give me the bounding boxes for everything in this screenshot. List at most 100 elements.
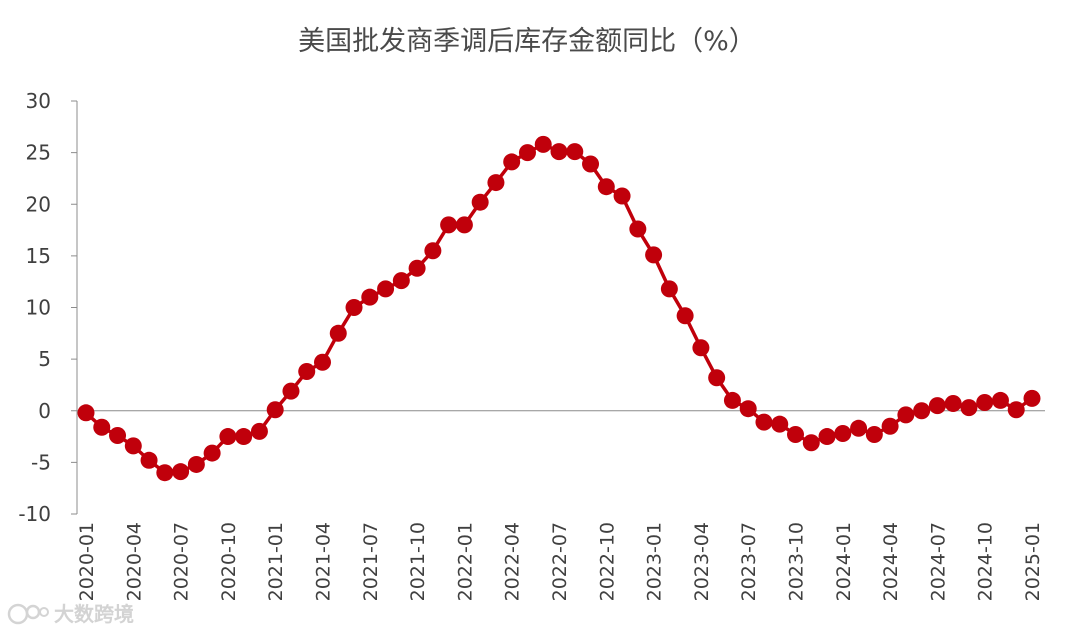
data-point <box>613 187 631 205</box>
data-point <box>708 369 726 387</box>
data-point <box>219 428 237 446</box>
data-point <box>124 437 142 455</box>
x-tick-label: 2021-01 <box>265 522 287 601</box>
x-tick-label: 2020-10 <box>218 522 240 601</box>
data-point <box>77 404 95 422</box>
data-point <box>109 427 127 445</box>
x-tick-label: 2024-07 <box>927 522 949 601</box>
data-point <box>976 393 994 411</box>
data-point <box>282 382 300 400</box>
y-axis: -10 -5 0 5 10 15 20 25 30 <box>18 89 78 526</box>
data-point <box>140 451 158 469</box>
data-point <box>266 401 284 419</box>
y-tick-label: 30 <box>26 89 51 113</box>
x-tick-label: 2022-07 <box>549 522 571 601</box>
data-point <box>329 324 347 342</box>
data-point <box>771 415 789 433</box>
data-point <box>597 178 615 196</box>
data-point <box>314 353 331 371</box>
x-tick-label: 2023-01 <box>644 522 666 601</box>
data-point <box>897 406 915 424</box>
y-tick-label: 20 <box>26 192 51 216</box>
x-tick-label: 2021-04 <box>313 522 335 601</box>
x-tick-label: 2024-04 <box>880 522 902 601</box>
data-point <box>534 135 552 153</box>
data-point <box>645 246 663 264</box>
chart-title: 美国批发商季调后库存金额同比（%） <box>298 26 756 57</box>
data-point <box>250 422 268 440</box>
data-point <box>834 424 852 442</box>
y-tick-label: -10 <box>18 502 51 526</box>
data-point <box>408 259 426 277</box>
x-tick-label: 2023-07 <box>738 522 760 601</box>
data-point <box>739 400 757 418</box>
data-point <box>471 193 489 211</box>
data-point <box>298 363 316 381</box>
x-tick-label: 2023-04 <box>691 522 713 601</box>
x-tick-label: 2022-04 <box>502 522 524 601</box>
data-point <box>93 418 111 436</box>
data-point <box>865 426 883 443</box>
data-point <box>235 428 253 446</box>
data-point <box>392 272 410 290</box>
x-tick-label: 2024-10 <box>975 522 997 601</box>
y-tick-label: -5 <box>31 450 51 474</box>
y-tick-label: 10 <box>26 296 51 320</box>
data-point <box>361 288 379 306</box>
watermark-logo-icon <box>7 603 49 625</box>
data-point <box>991 391 1009 409</box>
y-tick-label: 25 <box>26 141 51 165</box>
data-point <box>518 144 536 162</box>
x-axis: 2020-01 2020-04 2020-07 2020-10 2021-01 2021-… <box>76 410 1045 601</box>
data-point <box>487 174 505 192</box>
y-tick-label: 15 <box>26 244 51 268</box>
y-tick-label: 5 <box>38 347 51 371</box>
y-tick-label: 0 <box>38 399 51 423</box>
data-point <box>455 216 473 234</box>
data-point <box>377 280 395 298</box>
series-points-group <box>77 135 1041 482</box>
data-point <box>818 428 836 446</box>
data-point <box>692 339 710 357</box>
data-point <box>960 399 978 417</box>
x-tick-label: 2022-10 <box>596 522 618 601</box>
data-point <box>787 426 804 443</box>
data-point <box>850 419 868 437</box>
data-point <box>582 155 600 173</box>
data-point <box>187 455 205 473</box>
x-tick-label: 2025-01 <box>1022 522 1044 601</box>
data-point <box>156 464 174 482</box>
data-point <box>723 391 741 409</box>
x-tick-label: 2021-10 <box>407 522 429 601</box>
x-tick-label: 2021-07 <box>360 522 382 601</box>
data-point <box>928 397 946 415</box>
data-point <box>203 444 221 462</box>
data-point <box>676 307 694 325</box>
data-point <box>345 299 363 316</box>
x-tick-label: 2023-10 <box>786 522 808 601</box>
data-point <box>550 143 568 161</box>
x-tick-label: 2020-01 <box>76 522 98 601</box>
data-point <box>1007 401 1025 419</box>
data-point <box>802 434 820 452</box>
x-tick-label: 2020-04 <box>123 522 145 601</box>
data-point <box>440 216 458 234</box>
data-point <box>566 143 584 161</box>
x-tick-label: 2020-07 <box>171 522 193 601</box>
data-point <box>424 242 442 260</box>
watermark-text: 大数跨境 <box>54 602 134 626</box>
data-point <box>913 402 931 420</box>
x-tick-label: 2022-01 <box>454 522 476 601</box>
data-point <box>660 280 678 298</box>
data-point <box>755 413 773 431</box>
data-point <box>944 395 962 413</box>
data-point <box>172 463 190 481</box>
watermark: 大数跨境 <box>7 602 134 626</box>
x-tick-label: 2024-01 <box>833 522 855 601</box>
data-point <box>1023 389 1041 407</box>
data-point <box>881 417 899 435</box>
data-point <box>629 220 647 238</box>
data-point <box>503 153 521 171</box>
